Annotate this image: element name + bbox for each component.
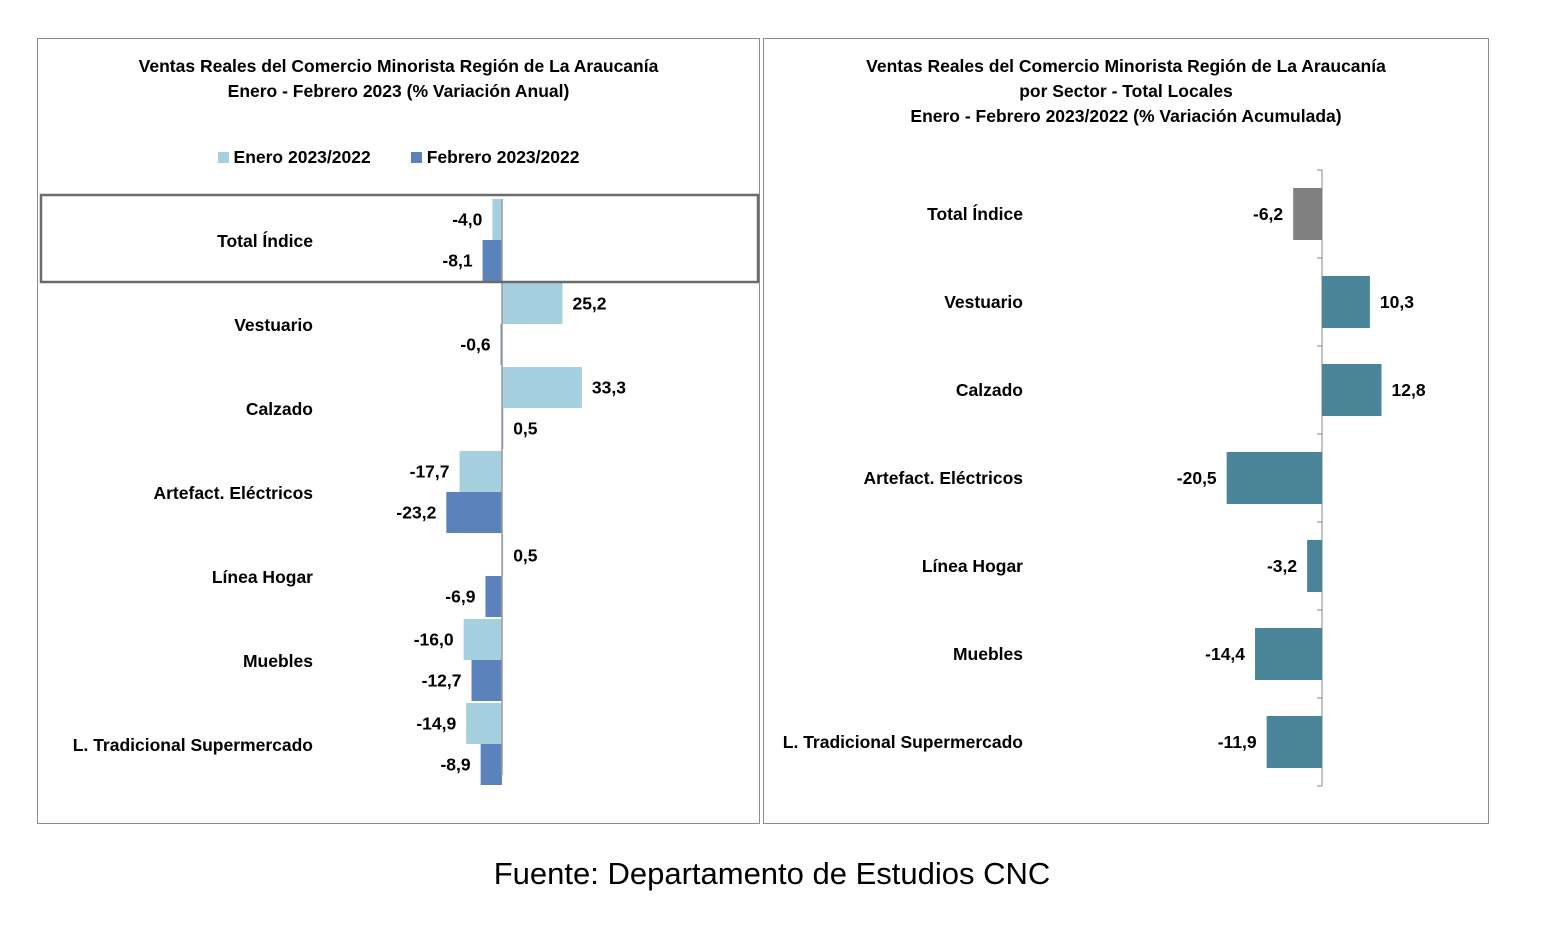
source-caption: Fuente: Departamento de Estudios CNC	[493, 856, 1051, 891]
data-label-linea-hogar: -3,2	[1267, 556, 1297, 576]
category-label-l-tradicional-supermercado: L. Tradicional Supermercado	[783, 732, 1023, 752]
chart-right-title-line-3: Enero - Febrero 2023/2022 (% Variación A…	[910, 106, 1342, 126]
data-label-linea-hogar-enero: 0,5	[513, 546, 538, 566]
chart-left-panel: Ventas Reales del Comercio Minorista Reg…	[37, 38, 760, 824]
bar-artefact-electricos	[1226, 452, 1322, 504]
data-label-linea-hogar-febrero: -6,9	[445, 587, 475, 607]
chart-right-panel: Ventas Reales del Comercio Minorista Reg…	[763, 38, 1489, 824]
bar-calzado-enero	[502, 367, 582, 408]
data-label-vestuario-enero: 25,2	[572, 294, 606, 314]
bar-l-tradicional-supermercado-febrero	[480, 744, 502, 785]
data-label-artefact-electricos: -20,5	[1177, 468, 1217, 488]
bar-vestuario-enero	[502, 283, 563, 324]
category-label-muebles: Muebles	[953, 644, 1023, 664]
category-label-total-indice: Total Índice	[927, 203, 1023, 224]
legend-label-enero: Enero 2023/2022	[233, 147, 371, 167]
bar-muebles-enero	[463, 619, 502, 660]
data-label-calzado-enero: 33,3	[592, 378, 626, 398]
category-label-linea-hogar: Línea Hogar	[922, 556, 1023, 576]
bar-muebles-febrero	[471, 660, 502, 701]
legend-swatch-febrero	[410, 152, 422, 163]
chart-right-title-line-2: por Sector - Total Locales	[1019, 81, 1233, 101]
bar-linea-hogar-febrero	[485, 576, 502, 617]
category-label-calzado: Calzado	[956, 380, 1023, 400]
bar-total-indice	[1293, 188, 1322, 240]
data-label-muebles-febrero: -12,7	[422, 671, 462, 691]
data-label-calzado: 12,8	[1392, 380, 1426, 400]
chart-left-plot: Total Índice -4,0 -8,1 Vestuario 25,2 -0,6 Cal…	[39, 193, 760, 785]
data-label-vestuario: 10,3	[1380, 292, 1414, 312]
bar-artefact-electricos-febrero	[446, 492, 502, 533]
bar-total-indice-enero	[492, 199, 502, 240]
category-label-artefact-electricos: Artefact. Eléctricos	[863, 468, 1023, 488]
bar-l-tradicional-supermercado	[1266, 716, 1322, 768]
category-label-total-indice: Total Índice	[217, 230, 313, 251]
bar-linea-hogar	[1307, 540, 1322, 592]
data-label-total-indice-enero: -4,0	[452, 210, 482, 230]
category-label-calzado: Calzado	[246, 399, 313, 419]
bar-artefact-electricos-enero	[459, 451, 502, 492]
data-label-vestuario-febrero: -0,6	[460, 335, 490, 355]
data-label-artefact-electricos-febrero: -23,2	[396, 503, 436, 523]
chart-left-legend: Enero 2023/2022 Febrero 2023/2022	[38, 147, 759, 168]
data-label-total-indice: -6,2	[1253, 204, 1283, 224]
category-label-vestuario: Vestuario	[234, 315, 313, 335]
category-label-muebles: Muebles	[243, 651, 313, 671]
category-label-linea-hogar: Línea Hogar	[212, 567, 313, 587]
chart-left-title: Ventas Reales del Comercio Minorista Reg…	[38, 54, 759, 104]
chart-right-title-line-1: Ventas Reales del Comercio Minorista Reg…	[866, 56, 1386, 76]
legend-label-febrero: Febrero 2023/2022	[426, 147, 580, 167]
category-label-l-tradicional-supermercado: L. Tradicional Supermercado	[73, 735, 313, 755]
data-label-calzado-febrero: 0,5	[513, 419, 538, 439]
legend-item-febrero: Febrero 2023/2022	[410, 147, 580, 168]
legend-swatch-enero	[217, 152, 229, 163]
legend-item-enero: Enero 2023/2022	[217, 147, 371, 168]
highlight-box-total-indice	[39, 193, 760, 284]
bar-vestuario	[1322, 276, 1370, 328]
chart-right-plot: Total Índice -6,2 Vestuario 10,3 Calzado 12,8…	[783, 169, 1426, 787]
data-label-artefact-electricos-enero: -17,7	[410, 462, 450, 482]
category-label-vestuario: Vestuario	[944, 292, 1023, 312]
bar-total-indice-febrero	[482, 240, 502, 281]
bar-muebles	[1255, 628, 1322, 680]
data-label-muebles-enero: -16,0	[414, 630, 454, 650]
category-label-artefact-electricos: Artefact. Eléctricos	[153, 483, 313, 503]
data-label-muebles: -14,4	[1205, 644, 1245, 664]
bar-calzado	[1322, 364, 1382, 416]
chart-left-title-line: Ventas Reales del Comercio Minorista Reg…	[138, 56, 659, 76]
chart-left-subtitle: Enero - Febrero 2023 (% Variación Anual)	[227, 81, 570, 101]
bar-l-tradicional-supermercado-enero	[466, 703, 502, 744]
chart-right-title: Ventas Reales del Comercio Minorista Reg…	[764, 54, 1488, 129]
data-label-l-tradicional-supermercado: -11,9	[1218, 732, 1257, 752]
data-label-l-tradicional-supermercado-febrero: -8,9	[440, 755, 470, 775]
data-label-total-indice-febrero: -8,1	[442, 251, 472, 271]
data-label-l-tradicional-supermercado-enero: -14,9	[416, 714, 456, 734]
